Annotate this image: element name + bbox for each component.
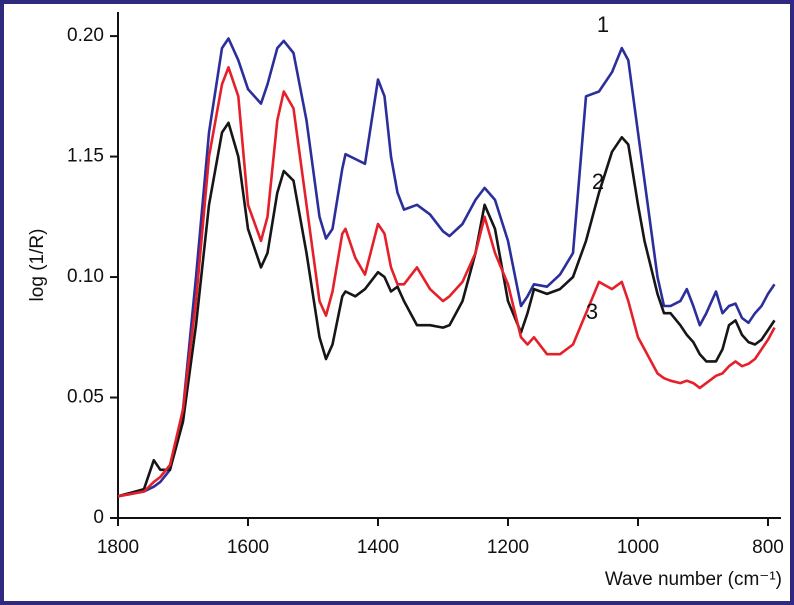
x-tick-label: 1200 <box>487 537 529 558</box>
y-axis-label: log (1/R) <box>27 229 48 302</box>
series-label: 1 <box>597 12 609 37</box>
spectrum-line <box>117 37 776 498</box>
x-tick-label: 800 <box>752 537 784 558</box>
spectrum-line <box>117 121 776 498</box>
spectrum-line <box>117 66 776 498</box>
x-tick-label: 1600 <box>227 537 269 558</box>
chart-background <box>4 4 790 601</box>
y-tick-label: 0.10 <box>67 266 104 287</box>
y-tick-label: 0 <box>93 507 104 528</box>
series-label: 3 <box>586 299 598 324</box>
series-label: 2 <box>592 169 604 194</box>
x-tick-label: 1800 <box>97 537 139 558</box>
y-tick-label: 1.15 <box>67 146 104 167</box>
y-tick-label: 0.20 <box>67 25 104 46</box>
x-tick-label: 1400 <box>357 537 399 558</box>
y-tick-label: 0.05 <box>67 387 104 408</box>
x-tick-label: 1000 <box>617 537 659 558</box>
x-axis-label: Wave number (cm⁻¹) <box>605 569 782 590</box>
